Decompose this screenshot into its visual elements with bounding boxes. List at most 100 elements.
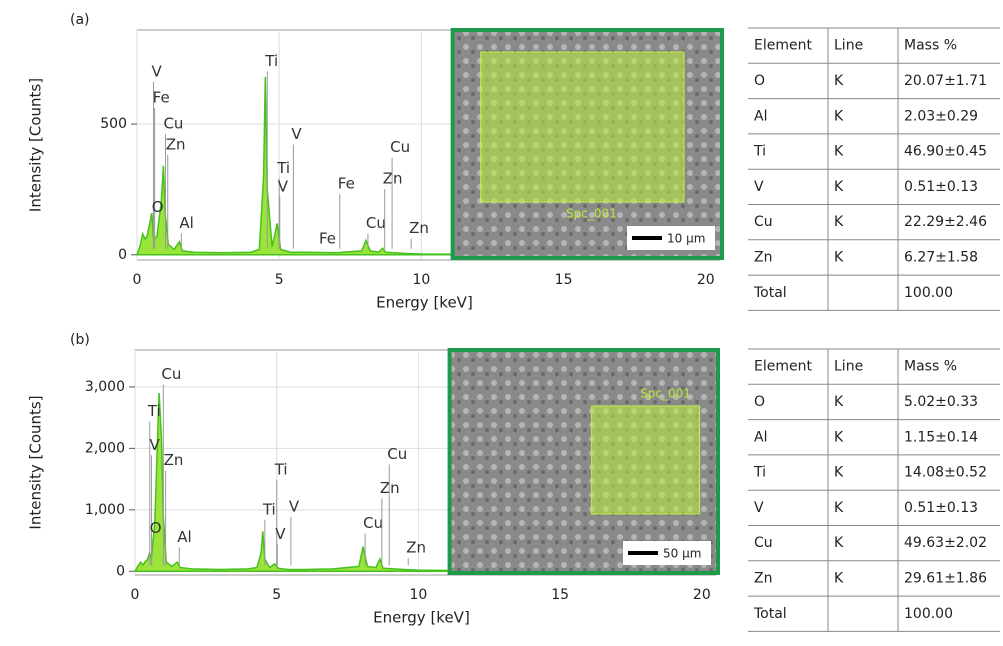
table-cell: Zn — [754, 570, 772, 586]
selection-label: Spc_001 — [566, 207, 617, 221]
annotation: V — [278, 177, 289, 195]
table-cell: 46.90±0.45 — [904, 144, 987, 160]
panel-label: (a) — [70, 12, 90, 28]
annotation: Cu — [387, 445, 407, 463]
annotation: V — [152, 62, 163, 80]
table-cell: K — [834, 214, 844, 230]
scale-label: 50 μm — [663, 547, 701, 561]
annotation: Zn — [380, 479, 400, 497]
annotation: Ti — [147, 402, 161, 420]
table-cell: K — [834, 108, 844, 124]
table-cell: 100.00 — [904, 285, 953, 301]
table-cell: Ti — [753, 465, 766, 481]
annotation: Al — [177, 528, 191, 546]
table-cell: K — [834, 144, 844, 160]
table-cell: 20.07±1.71 — [904, 73, 987, 89]
y-tick-label: 0 — [118, 247, 127, 263]
table-cell: 0.51±0.13 — [904, 500, 978, 516]
selection — [591, 405, 701, 515]
annotation: V — [275, 525, 286, 543]
selection-label: Spc_001 — [640, 387, 691, 401]
table-cell: O — [754, 394, 765, 410]
annotation: O — [152, 198, 164, 216]
annotation: Cu — [161, 365, 181, 383]
table-cell: V — [754, 500, 764, 516]
table-cell: Al — [754, 429, 767, 445]
annotation: Zn — [406, 538, 426, 556]
table-cell: 2.03±0.29 — [904, 108, 978, 124]
y-tick-label: 3,000 — [85, 379, 125, 395]
y-tick-label: 0 — [116, 563, 125, 579]
annotation: Ti — [276, 159, 290, 177]
table-header: Line — [834, 359, 863, 375]
annotation: V — [289, 497, 300, 515]
x-tick-label: 15 — [551, 587, 569, 603]
annotation: Cu — [366, 214, 386, 232]
table-cell: Cu — [754, 535, 773, 551]
x-tick-label: 10 — [412, 272, 430, 288]
annotation: Zn — [409, 219, 429, 237]
table-cell: K — [834, 429, 844, 445]
table-cell: K — [834, 73, 844, 89]
annotation: Fe — [338, 175, 355, 193]
x-tick-label: 5 — [275, 272, 284, 288]
annotation: Ti — [262, 500, 276, 518]
table-cell: 100.00 — [904, 606, 953, 622]
annotation: Fe — [153, 88, 170, 106]
annotation: Fe — [319, 230, 336, 248]
y-tick-label: 500 — [100, 116, 127, 132]
x-tick-label: 20 — [697, 272, 715, 288]
table-cell: 29.61±1.86 — [904, 570, 987, 586]
table-cell: O — [754, 73, 765, 89]
table-header: Mass % — [904, 359, 957, 375]
x-tick-label: 10 — [410, 587, 428, 603]
table-cell: K — [834, 179, 844, 195]
selection — [480, 51, 685, 203]
annotation: Zn — [166, 136, 186, 154]
table-header: Element — [754, 38, 812, 54]
table-cell: K — [834, 465, 844, 481]
annotation: Cu — [163, 115, 183, 133]
annotation: Zn — [164, 451, 184, 469]
annotation: Al — [179, 214, 193, 232]
table-cell: 0.51±0.13 — [904, 179, 978, 195]
table-cell: Ti — [753, 144, 766, 160]
table-cell: Total — [753, 606, 787, 622]
table-cell: K — [834, 570, 844, 586]
x-tick-label: 0 — [131, 587, 140, 603]
table-cell: 49.63±2.02 — [904, 535, 987, 551]
table-cell: Zn — [754, 249, 772, 265]
y-tick-label: 2,000 — [85, 440, 125, 456]
x-tick-label: 15 — [555, 272, 573, 288]
table-cell: Cu — [754, 214, 773, 230]
scale-label: 10 μm — [667, 232, 705, 246]
annotation: Ti — [264, 52, 278, 70]
x-tick-label: 5 — [272, 587, 281, 603]
table-cell: 14.08±0.52 — [904, 465, 987, 481]
y-tick-label: 1,000 — [85, 502, 125, 518]
inset-image — [447, 348, 720, 575]
x-tick-label: 20 — [693, 587, 711, 603]
table-cell: K — [834, 249, 844, 265]
table-header: Mass % — [904, 38, 957, 54]
annotation: V — [149, 436, 160, 454]
panel-label: (b) — [70, 332, 90, 348]
table-cell: 5.02±0.33 — [904, 394, 978, 410]
x-axis-title: Energy [keV] — [376, 294, 473, 312]
y-axis-title: Intensity [Counts] — [27, 395, 45, 529]
y-axis-title: Intensity [Counts] — [27, 78, 45, 212]
annotation: Zn — [383, 169, 403, 187]
table-cell: K — [834, 394, 844, 410]
x-tick-label: 0 — [133, 272, 142, 288]
table-header: Line — [834, 38, 863, 54]
table-cell: 6.27±1.58 — [904, 249, 978, 265]
table-cell: K — [834, 500, 844, 516]
table-header: Element — [754, 359, 812, 375]
annotation: Cu — [390, 138, 410, 156]
x-axis-title: Energy [keV] — [373, 609, 470, 627]
annotation: Cu — [363, 514, 383, 532]
table-cell: Al — [754, 108, 767, 124]
annotation: Ti — [274, 460, 288, 478]
table-cell: 22.29±2.46 — [904, 214, 987, 230]
